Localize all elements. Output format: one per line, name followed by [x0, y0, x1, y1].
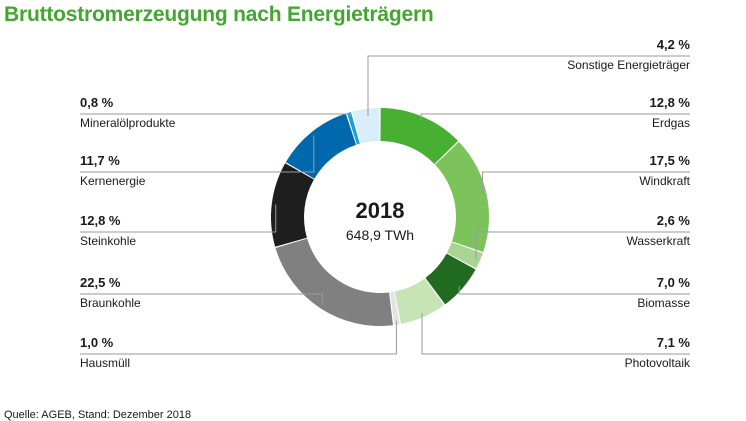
- name-label-erdgas: Erdgas: [652, 116, 690, 130]
- value-label-biomasse: 7,0 %: [657, 275, 691, 290]
- value-label-photovoltaik: 7,1 %: [657, 335, 691, 350]
- value-label-erdgas: 12,8 %: [650, 95, 691, 110]
- value-label-steinkohle: 12,8 %: [80, 213, 121, 228]
- slice-sonstige-energietraeger: [352, 108, 380, 144]
- connector-hausmuell: [80, 320, 397, 355]
- connector-erdgas: [420, 113, 690, 121]
- connector-mineraloelprodukte: [80, 113, 351, 117]
- name-label-kernenergie: Kernenergie: [80, 174, 146, 188]
- name-label-steinkohle: Steinkohle: [80, 234, 136, 248]
- name-label-windkraft: Windkraft: [639, 174, 690, 188]
- name-label-photovoltaik: Photovoltaik: [625, 356, 691, 370]
- name-label-wasserkraft: Wasserkraft: [626, 234, 690, 248]
- name-label-mineraloelprodukte: Mineralölprodukte: [80, 116, 176, 130]
- slice-mineraloelprodukte: [346, 111, 360, 145]
- slice-biomasse: [425, 253, 476, 305]
- slice-steinkohle: [271, 163, 314, 247]
- value-label-sonstige-energietraeger: 4,2 %: [657, 37, 691, 52]
- name-label-biomasse: Biomasse: [637, 296, 690, 310]
- name-label-braunkohle: Braunkohle: [80, 296, 141, 310]
- slice-wasserkraft: [447, 242, 483, 269]
- connector-wasserkraft: [475, 231, 690, 260]
- slice-braunkohle: [275, 238, 394, 326]
- center-year: 2018: [356, 198, 405, 223]
- name-label-hausmuell: Hausmüll: [80, 356, 130, 370]
- connector-biomasse: [458, 285, 690, 295]
- value-label-wasserkraft: 2,6 %: [657, 213, 691, 228]
- slice-kernenergie: [285, 113, 357, 179]
- name-label-sonstige-energietraeger: Sonstige Energieträger: [567, 58, 690, 72]
- slice-erdgas: [380, 108, 459, 164]
- connector-photovoltaik: [421, 313, 690, 355]
- connector-kernenergie: [80, 135, 315, 173]
- source-note: Quelle: AGEB, Stand: Dezember 2018: [4, 409, 192, 421]
- connector-sonstige-energietraeger: [367, 55, 690, 116]
- value-label-mineraloelprodukte: 0,8 %: [80, 95, 114, 110]
- slice-photovoltaik: [394, 278, 445, 324]
- value-label-kernenergie: 11,7 %: [80, 153, 120, 168]
- connector-steinkohle: [80, 204, 277, 233]
- center-total: 648,9 TWh: [346, 227, 414, 243]
- slice-hausmuell: [389, 291, 400, 326]
- chart-title: Bruttostromerzeugung nach Energieträgern: [4, 3, 434, 26]
- connector-braunkohle: [80, 293, 323, 305]
- value-label-braunkohle: 22,5 %: [80, 275, 121, 290]
- value-label-windkraft: 17,5 %: [650, 153, 691, 168]
- value-label-hausmuell: 1,0 %: [80, 335, 114, 350]
- slice-windkraft: [435, 141, 489, 253]
- connector-windkraft: [482, 171, 690, 195]
